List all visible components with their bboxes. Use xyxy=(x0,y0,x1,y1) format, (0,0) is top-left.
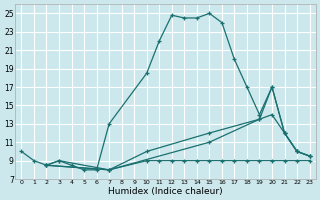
X-axis label: Humidex (Indice chaleur): Humidex (Indice chaleur) xyxy=(108,187,223,196)
